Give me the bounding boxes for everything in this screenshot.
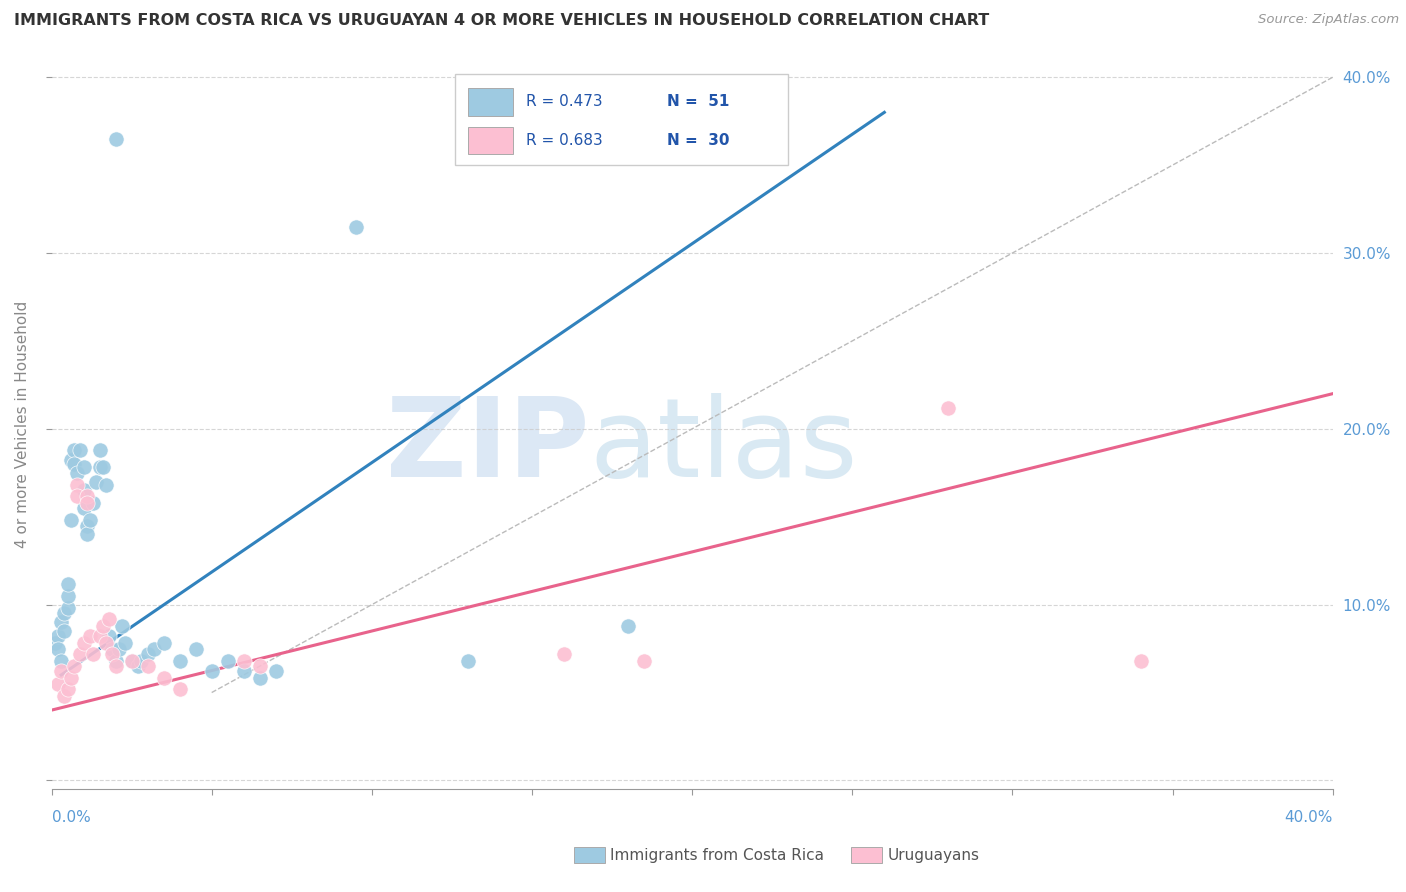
Point	[46, 629, 69, 643]
Point	[617, 618, 640, 632]
Bar	[468, 88, 513, 116]
Text: Source: ZipAtlas.com: Source: ZipAtlas.com	[1258, 13, 1399, 27]
Point	[89, 460, 111, 475]
Point	[217, 654, 239, 668]
Point	[264, 665, 287, 679]
Point	[56, 589, 79, 603]
Point	[82, 647, 104, 661]
Point	[104, 659, 127, 673]
Point	[63, 659, 86, 673]
Text: R = 0.683: R = 0.683	[526, 133, 602, 148]
Point	[82, 496, 104, 510]
Point	[101, 647, 124, 661]
Point	[107, 641, 129, 656]
Point	[136, 659, 159, 673]
Point	[114, 636, 136, 650]
Point	[232, 665, 254, 679]
Point	[143, 641, 166, 656]
Point	[169, 681, 191, 696]
Point	[63, 442, 86, 457]
Text: N =  30: N = 30	[666, 133, 730, 148]
Point	[184, 641, 207, 656]
Point	[152, 672, 174, 686]
Point	[79, 513, 101, 527]
Bar	[468, 127, 513, 154]
Point	[66, 478, 89, 492]
Point	[69, 442, 91, 457]
Text: R = 0.473: R = 0.473	[526, 95, 602, 110]
Point	[59, 672, 82, 686]
Point	[89, 442, 111, 457]
Point	[249, 672, 271, 686]
Point	[69, 647, 91, 661]
Point	[938, 401, 960, 415]
Point	[633, 654, 655, 668]
Point	[56, 576, 79, 591]
Point	[91, 618, 114, 632]
Point	[79, 629, 101, 643]
Point	[46, 677, 69, 691]
Text: 0.0%: 0.0%	[52, 810, 90, 825]
Point	[46, 641, 69, 656]
Point	[121, 654, 143, 668]
Point	[66, 466, 89, 480]
Point	[72, 460, 94, 475]
Point	[111, 618, 134, 632]
Point	[72, 636, 94, 650]
Point	[86, 475, 108, 489]
Point	[94, 478, 117, 492]
Point	[101, 641, 124, 656]
Text: Uruguayans: Uruguayans	[887, 848, 979, 863]
Y-axis label: 4 or more Vehicles in Household: 4 or more Vehicles in Household	[15, 301, 30, 548]
Point	[553, 647, 575, 661]
Point	[127, 659, 149, 673]
Point	[1129, 654, 1152, 668]
Point	[59, 513, 82, 527]
Point	[98, 612, 121, 626]
Point	[76, 518, 98, 533]
Point	[457, 654, 479, 668]
Point	[104, 654, 127, 668]
Point	[49, 665, 72, 679]
Point	[56, 601, 79, 615]
Point	[44, 636, 66, 650]
Point	[91, 460, 114, 475]
Point	[63, 457, 86, 471]
Point	[136, 647, 159, 661]
Point	[344, 219, 367, 234]
FancyBboxPatch shape	[456, 74, 789, 165]
Point	[49, 615, 72, 630]
Point	[98, 629, 121, 643]
Point	[66, 489, 89, 503]
Point	[249, 659, 271, 673]
Point	[129, 654, 152, 668]
Point	[232, 654, 254, 668]
Point	[94, 636, 117, 650]
Point	[89, 629, 111, 643]
Point	[104, 132, 127, 146]
Point	[53, 607, 76, 621]
Text: atlas: atlas	[589, 392, 858, 500]
Point	[53, 689, 76, 703]
Point	[56, 681, 79, 696]
Point	[49, 654, 72, 668]
Text: 40.0%: 40.0%	[1285, 810, 1333, 825]
Point	[169, 654, 191, 668]
Point	[72, 483, 94, 498]
Point	[76, 527, 98, 541]
Text: Immigrants from Costa Rica: Immigrants from Costa Rica	[610, 848, 824, 863]
Point	[76, 496, 98, 510]
Point	[201, 665, 224, 679]
Point	[121, 654, 143, 668]
Point	[53, 624, 76, 638]
Point	[76, 489, 98, 503]
Text: N =  51: N = 51	[666, 95, 728, 110]
Text: IMMIGRANTS FROM COSTA RICA VS URUGUAYAN 4 OR MORE VEHICLES IN HOUSEHOLD CORRELAT: IMMIGRANTS FROM COSTA RICA VS URUGUAYAN …	[14, 13, 990, 29]
Point	[72, 500, 94, 515]
Point	[59, 453, 82, 467]
Text: ZIP: ZIP	[387, 392, 589, 500]
Point	[152, 636, 174, 650]
